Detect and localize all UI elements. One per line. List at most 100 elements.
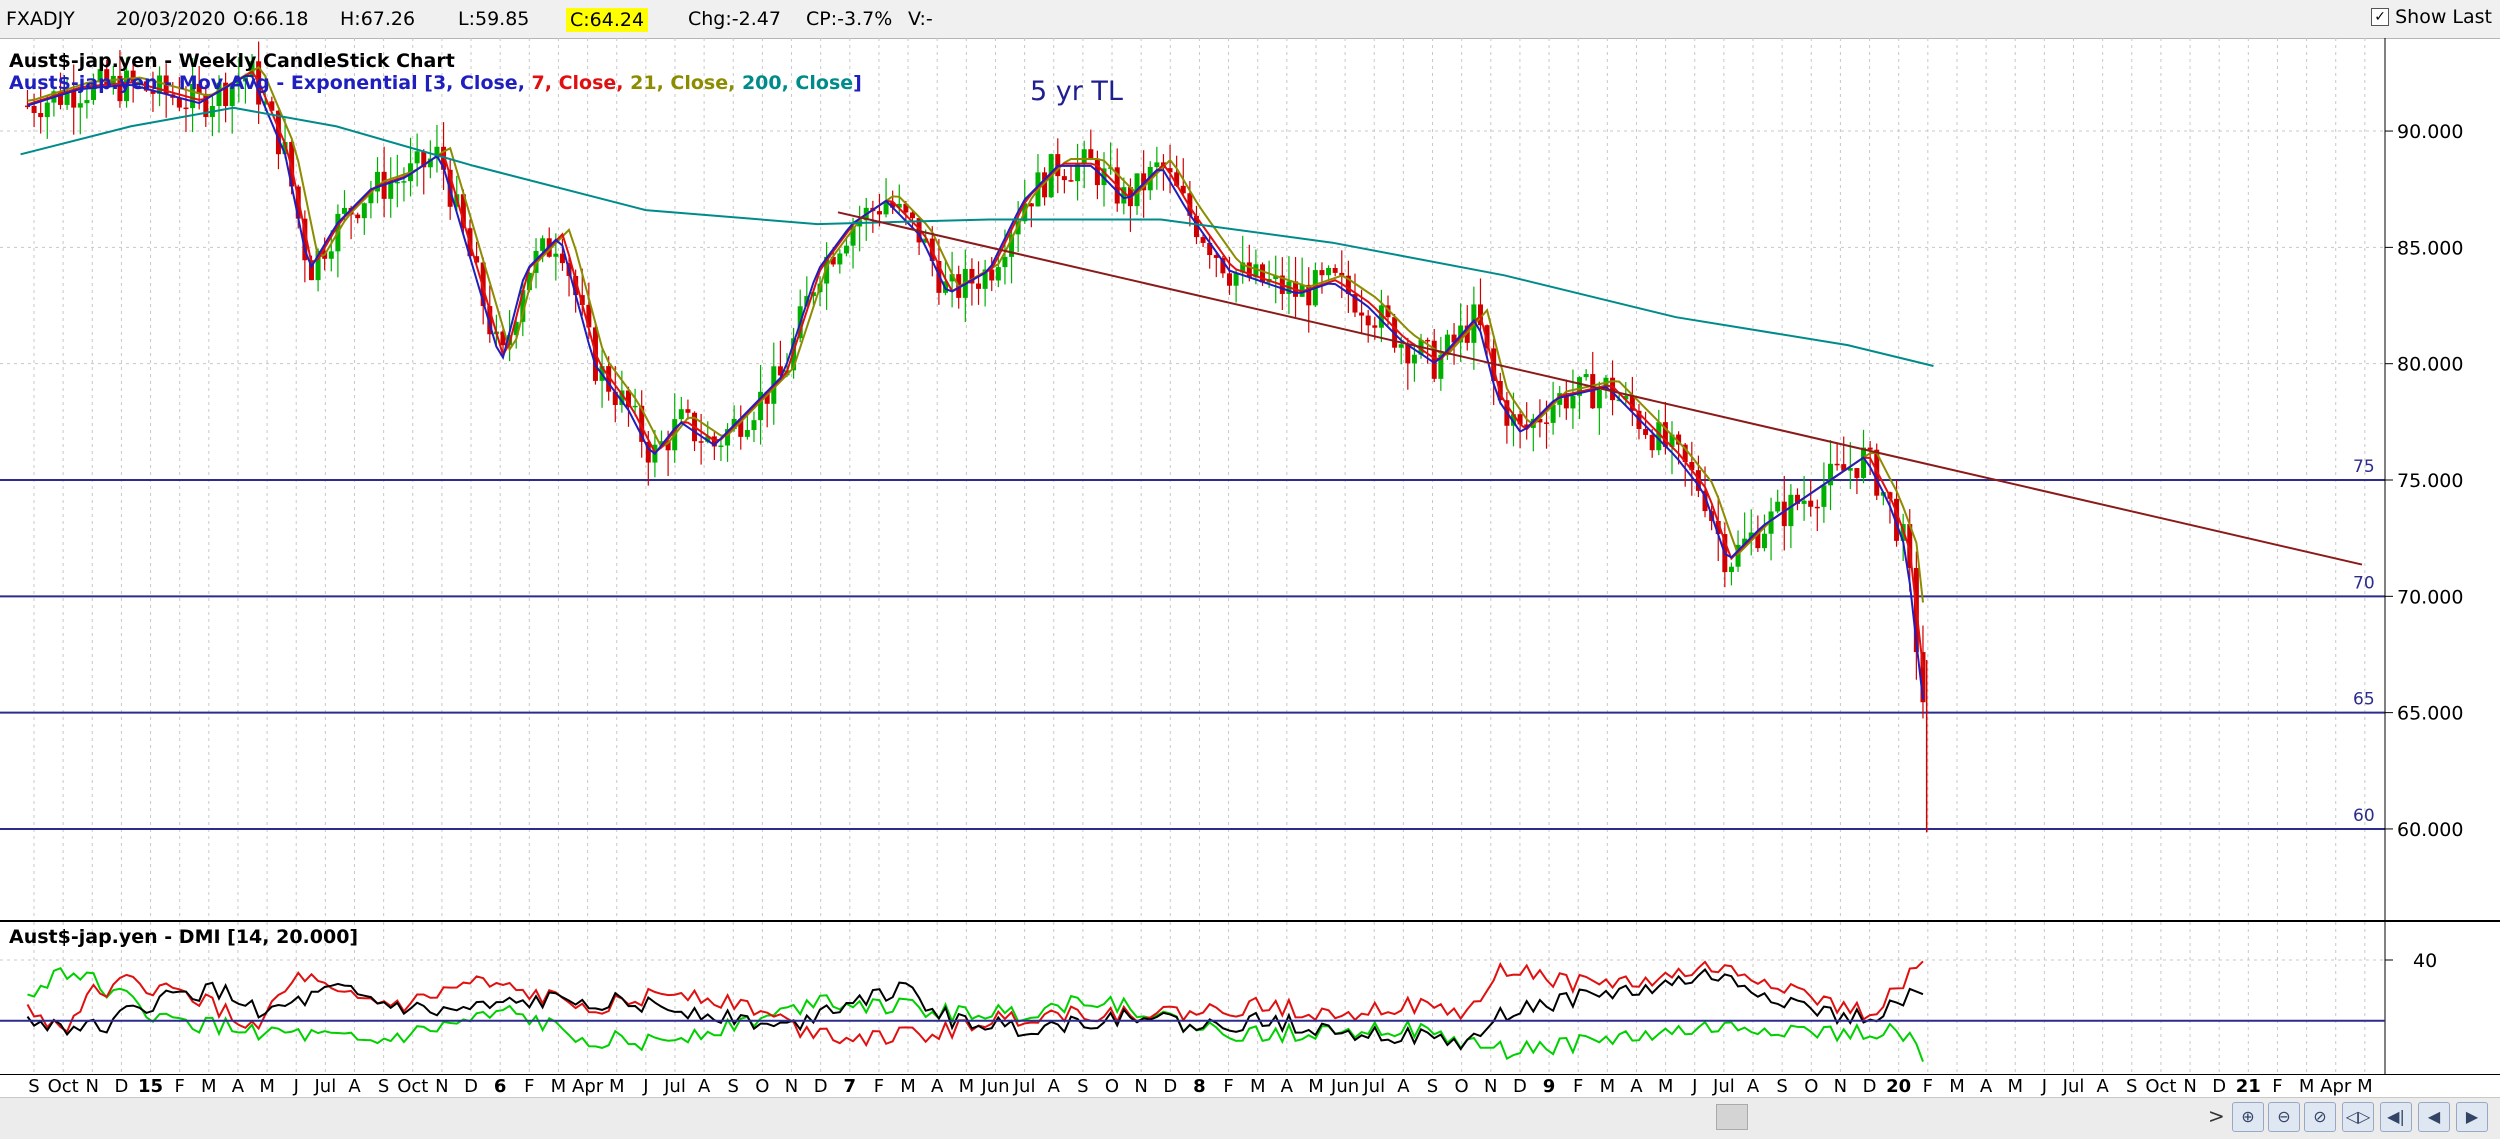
show-last-toggle[interactable]: ✓ Show Last <box>2371 6 2492 28</box>
candle-body <box>203 93 209 117</box>
time-tick-label: Jul <box>1013 1076 1036 1097</box>
time-tick-label: F <box>1573 1076 1584 1097</box>
chart-scrollbar[interactable]: > ⊕ ⊖ ⊘ ◁▷ ◀| ◀ ▶ <box>0 1097 2500 1139</box>
time-tick-label: D <box>1163 1076 1178 1097</box>
candle-body <box>890 202 896 208</box>
dmi-axis: 40 <box>0 922 2437 1074</box>
time-tick-label: 6 <box>493 1076 507 1097</box>
candle-body <box>1253 264 1259 278</box>
time-tick-label: A <box>1979 1076 1993 1097</box>
time-tick-label: N <box>1484 1076 1498 1097</box>
time-tick-label: A <box>697 1076 711 1097</box>
candle-body <box>777 366 783 376</box>
time-tick-label: Jul <box>314 1076 337 1097</box>
candle-body <box>1464 325 1470 343</box>
time-tick-label: M <box>1308 1076 1324 1097</box>
scroll-right-arrow-icon[interactable]: > <box>2208 1104 2225 1128</box>
candle-body <box>1174 172 1180 186</box>
candle-body <box>1326 268 1332 276</box>
candle-body <box>388 182 394 199</box>
candle-body <box>559 253 565 264</box>
candle-body <box>249 61 255 78</box>
candle-body <box>1372 325 1378 328</box>
dmi-chart[interactable]: 40 <box>0 922 2500 1074</box>
time-tick-label: D <box>813 1076 828 1097</box>
chart-title: Aust$-jap.yen - Weekly CandleStick Chart <box>9 50 455 72</box>
candle-body <box>1537 418 1543 423</box>
candle-body <box>1009 234 1015 257</box>
time-tick-label: A <box>348 1076 361 1097</box>
candle-body <box>275 110 281 155</box>
candle-body <box>84 100 90 104</box>
time-tick-label: M <box>1599 1076 1616 1097</box>
candle-body <box>744 430 750 437</box>
zoom-reset-icon[interactable]: ⊘ <box>2304 1102 2336 1132</box>
candle-body <box>1788 494 1794 527</box>
candle-body <box>1583 374 1589 378</box>
candle-body <box>725 429 731 446</box>
time-tick-label: S <box>2126 1076 2138 1097</box>
zoom-in-icon[interactable]: ⊕ <box>2232 1102 2264 1132</box>
price-chart[interactable]: 75 70 65 60 5 yr TL 90.000 85.000 80.000 75.00… <box>0 38 2500 922</box>
scroll-thumb[interactable] <box>1716 1104 1748 1130</box>
candle-body <box>850 226 856 246</box>
candle-body <box>150 90 156 94</box>
level-label: 60 <box>2353 806 2375 826</box>
time-tick-label: F <box>2272 1076 2283 1097</box>
time-tick-label: F <box>873 1076 885 1097</box>
candle-body <box>368 191 374 204</box>
time-tick-label: M <box>2357 1076 2373 1097</box>
candle-body <box>1676 434 1682 445</box>
scroll-right-icon[interactable]: ▶ <box>2456 1102 2488 1132</box>
candle-body <box>1517 414 1523 425</box>
candle-body <box>1141 173 1147 191</box>
candle-body <box>64 90 70 105</box>
candle-body <box>117 75 123 102</box>
candle-body <box>1695 470 1701 491</box>
show-last-checkbox[interactable]: ✓ <box>2371 8 2390 26</box>
time-tick-label: N <box>1134 1076 1148 1097</box>
candle-body <box>1075 163 1081 182</box>
candle-body <box>183 107 189 110</box>
ma-legend-200: 200, Close <box>741 72 854 94</box>
candle-body <box>1781 501 1787 527</box>
ma-legend-7: 7, Close, <box>531 72 631 94</box>
candle-body <box>1742 538 1748 545</box>
time-axis: S Oct N D 15 F M A M J Jul A S Oct N D 6 F M Apr M J Jul A S O N D 7… <box>0 1074 2500 1097</box>
time-tick-label: Oct <box>397 1076 429 1097</box>
horizontal-levels: 75 70 65 60 <box>0 457 2385 830</box>
candle-body <box>625 390 631 408</box>
scroll-left-icon[interactable]: ◀ <box>2418 1102 2450 1132</box>
candle-body <box>91 81 97 101</box>
fit-width-icon[interactable]: ◁▷ <box>2342 1102 2374 1132</box>
candle-body <box>758 391 764 421</box>
candle-body <box>718 445 724 448</box>
quote-header-bar: FXADJY 20/03/2020 O:66.18 H:67.26 L:59.8… <box>0 0 2500 39</box>
level-label: 65 <box>2353 690 2375 710</box>
candle-body <box>31 105 37 114</box>
candle-body <box>1814 506 1820 509</box>
price-tick-label: 75.000 <box>2397 470 2463 492</box>
candle-body <box>355 214 361 219</box>
time-tick-label: M <box>550 1076 567 1097</box>
candle-body <box>223 82 229 106</box>
time-tick-label: M <box>1657 1076 1674 1097</box>
candle-body <box>1715 520 1721 535</box>
trendline-group: 5 yr TL <box>837 76 2363 566</box>
date-label: 20/03/2020 <box>116 8 226 30</box>
candle-body <box>1656 422 1662 451</box>
step-back-icon[interactable]: ◀| <box>2380 1102 2412 1132</box>
time-tick-label: D <box>1862 1076 1877 1097</box>
candle-body <box>137 81 143 83</box>
candle-body <box>500 331 506 346</box>
time-tick-label: N <box>784 1076 799 1097</box>
candle-body <box>1431 340 1437 379</box>
candle-body <box>1332 268 1338 273</box>
time-tick-label: F <box>524 1076 535 1097</box>
zoom-out-icon[interactable]: ⊖ <box>2268 1102 2300 1132</box>
candle-body <box>157 75 163 94</box>
price-tick-label: 90.000 <box>2397 121 2463 143</box>
candle-body <box>883 202 889 215</box>
time-tick-label: O <box>755 1076 770 1097</box>
high-label: H:67.26 <box>340 8 416 30</box>
